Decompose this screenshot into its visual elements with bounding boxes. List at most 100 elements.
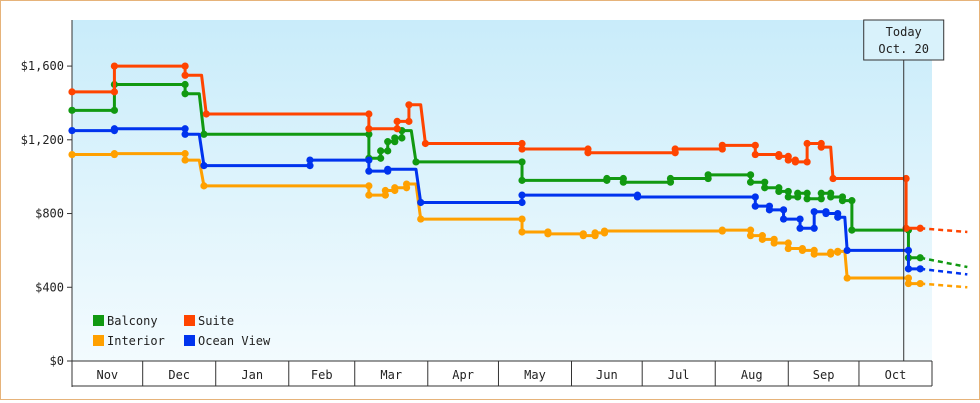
forecast-line — [919, 256, 968, 269]
data-point — [181, 80, 189, 89]
data-point — [200, 162, 208, 170]
data-point — [381, 186, 389, 195]
series-suite — [68, 62, 968, 234]
data-point — [829, 174, 837, 183]
data-point — [834, 213, 842, 221]
y-tick-label: $0 — [50, 354, 64, 368]
data-point — [110, 88, 119, 96]
data-point — [746, 226, 755, 234]
x-tick-label: Aug — [741, 368, 763, 382]
data-point — [765, 206, 774, 214]
data-point — [110, 62, 119, 70]
data-point — [751, 193, 759, 201]
data-point — [751, 150, 759, 159]
x-tick-label: Nov — [96, 368, 118, 382]
series-ocean-view — [68, 125, 968, 276]
data-point — [761, 178, 769, 186]
data-point — [779, 215, 788, 223]
plot-area-background — [72, 20, 932, 361]
data-point — [421, 139, 430, 148]
series-line — [72, 127, 921, 271]
legend-label: Suite — [198, 314, 234, 328]
data-point — [784, 239, 792, 247]
y-tick-label: $1,600 — [21, 59, 64, 73]
data-point — [181, 130, 189, 138]
data-point — [751, 141, 759, 149]
data-point — [417, 198, 425, 207]
data-point — [365, 156, 373, 164]
data-point — [110, 106, 119, 114]
data-point — [803, 158, 811, 166]
data-point — [843, 246, 851, 255]
data-point — [838, 197, 847, 205]
today-box — [863, 19, 945, 61]
data-point — [796, 215, 804, 223]
legend-label: Ocean View — [198, 334, 271, 348]
data-point — [666, 174, 675, 183]
x-tick-label: Apr — [452, 368, 474, 382]
data-point — [518, 191, 526, 199]
data-point — [633, 193, 642, 201]
data-point — [365, 191, 373, 199]
data-point — [202, 110, 210, 118]
today-date: Oct. 20 — [878, 42, 929, 56]
data-point — [791, 158, 799, 166]
data-point — [200, 182, 208, 190]
data-point — [579, 232, 587, 240]
data-point — [751, 202, 759, 210]
data-point — [784, 187, 792, 196]
data-point — [377, 154, 385, 162]
data-point — [181, 156, 189, 164]
data-point — [306, 162, 314, 170]
data-point — [827, 193, 835, 201]
data-point — [902, 174, 910, 183]
data-point — [843, 274, 851, 282]
data-point — [784, 156, 792, 164]
data-point — [384, 165, 392, 173]
data-point — [902, 224, 910, 232]
legend-swatch — [93, 315, 104, 326]
data-point — [817, 189, 825, 197]
data-point — [384, 138, 392, 146]
data-point — [591, 229, 599, 237]
data-point — [671, 145, 679, 153]
data-point — [518, 215, 526, 223]
x-tick-label: Feb — [311, 368, 333, 382]
x-tick-label: Dec — [168, 368, 190, 382]
data-point — [810, 224, 818, 232]
data-point — [391, 134, 399, 142]
data-point — [200, 130, 208, 138]
data-point — [365, 167, 373, 175]
forecast-line — [920, 227, 968, 234]
data-point — [68, 150, 76, 159]
data-point — [600, 227, 609, 235]
data-point — [518, 176, 526, 184]
data-point — [827, 248, 835, 256]
data-point — [544, 230, 552, 238]
data-point — [181, 71, 189, 79]
data-point — [391, 184, 399, 192]
data-point — [518, 139, 526, 148]
data-point — [603, 174, 611, 183]
series-balcony — [68, 80, 968, 269]
data-point — [904, 265, 913, 273]
data-point — [306, 156, 314, 164]
data-point — [365, 125, 373, 133]
data-point — [796, 224, 804, 232]
data-point — [775, 152, 783, 160]
data-point — [746, 232, 755, 240]
legend-label: Balcony — [107, 314, 158, 328]
data-point — [718, 226, 726, 234]
x-tick-label: May — [524, 368, 546, 382]
data-point — [784, 193, 792, 201]
data-point — [377, 147, 385, 155]
data-point — [761, 184, 769, 192]
data-point — [518, 198, 526, 207]
data-point — [817, 195, 825, 203]
data-point — [393, 125, 401, 133]
x-tick-label: Jan — [241, 368, 263, 382]
data-point — [803, 189, 811, 197]
data-point — [181, 90, 189, 98]
data-point — [68, 126, 76, 135]
data-point — [904, 279, 913, 288]
